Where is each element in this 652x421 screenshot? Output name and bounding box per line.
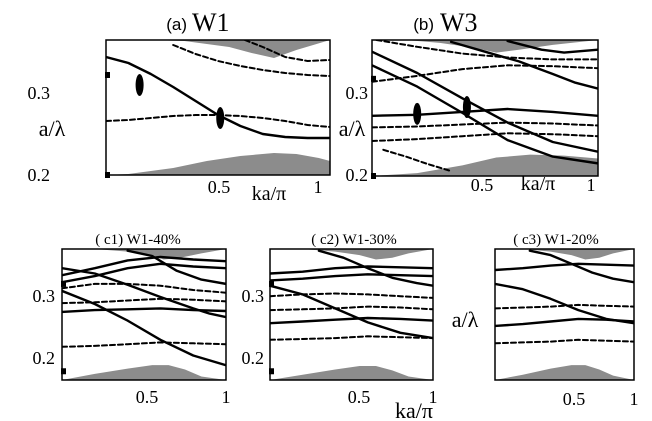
panel-a-xtick: 0.5 — [208, 177, 231, 197]
panel-b-xtick: 1 — [587, 175, 596, 195]
panel-c2-xlabel: ka/π — [395, 398, 433, 421]
plot-panel-0 — [105, 39, 331, 178]
y-tick-mark — [61, 280, 66, 287]
panel-c3-xtick: 1 — [630, 389, 639, 409]
plot-panel-2 — [61, 248, 227, 381]
band-curve-solid — [62, 307, 226, 314]
panel-a-xtick: 1 — [314, 177, 323, 197]
y-tick-mark — [61, 368, 66, 375]
panel-c3-title: ( c3) W1-20% — [513, 232, 599, 248]
band-curve-solid — [270, 284, 433, 340]
plot-frame — [371, 39, 599, 177]
y-tick-mark — [269, 280, 274, 287]
bulk-band-lower — [62, 365, 226, 380]
y-tick-mark — [105, 72, 110, 78]
band-curve-dashed — [372, 132, 598, 142]
panel-b-prefix: (b) — [413, 15, 434, 34]
bulk-band-upper — [62, 249, 226, 260]
band-curve-dashed — [62, 341, 226, 348]
panel-c1-xtick: 1 — [222, 387, 231, 407]
band-curve-solid — [495, 262, 634, 272]
y-tick-mark — [371, 173, 376, 179]
panel-c1-ytick: 0.2 — [33, 348, 56, 368]
panel-a-ytick: 0.2 — [28, 165, 51, 185]
panel-c1-ytick: 0.3 — [33, 286, 56, 306]
band-curve-dashed — [270, 305, 433, 312]
panel-b-ytick: 0.2 — [346, 165, 369, 185]
band-curve-dashed — [382, 148, 453, 173]
bulk-band-upper — [495, 249, 634, 260]
bulk-band-upper — [270, 249, 433, 260]
plot-panel-4 — [494, 248, 635, 381]
plot-frame — [61, 248, 227, 381]
panel-c1-xtick: 0.5 — [136, 387, 159, 407]
panel-c3-xtick: 0.5 — [563, 389, 586, 409]
panel-c2-ytick: 0.3 — [242, 286, 265, 306]
panel-b-ytick: 0.3 — [346, 83, 369, 103]
plot-frame — [105, 39, 331, 176]
plot-frame — [494, 248, 635, 381]
y-tick-mark — [371, 75, 376, 82]
band-curve-dashed — [62, 282, 226, 294]
y-tick-mark — [269, 368, 274, 375]
plot-panel-3 — [269, 248, 434, 381]
band-curve-solid — [528, 249, 634, 284]
panel-c2-xtick: 0.5 — [348, 387, 371, 407]
band-curve-solid — [317, 249, 433, 287]
band-curve-solid — [372, 107, 598, 118]
band-curve-dashed — [375, 40, 598, 61]
band-curve-dashed — [243, 40, 330, 62]
band-curve-solid — [449, 40, 598, 90]
bulk-band-lower — [270, 366, 433, 380]
band-curve-dashed — [495, 303, 634, 310]
bulk-band-upper — [106, 40, 330, 58]
band-marker — [462, 96, 471, 119]
band-marker — [413, 102, 422, 125]
panel-b-title: W3 — [440, 8, 478, 37]
band-curve-solid — [62, 267, 226, 319]
panel-b-xlabel: ka/π — [521, 173, 556, 195]
panel-b-xtick: 0.5 — [471, 175, 494, 195]
band-curve-solid — [270, 265, 433, 275]
band-curve-dashed — [372, 64, 598, 83]
bulk-band-lower — [372, 154, 598, 176]
band-curve-dashed — [270, 292, 433, 299]
band-curve-solid — [495, 282, 634, 325]
band-curve-solid — [270, 316, 433, 325]
band-curve-dashed — [495, 338, 634, 345]
band-curve-solid — [270, 273, 433, 282]
panel-c2-ytick: 0.2 — [242, 348, 265, 368]
bulk-band-lower — [106, 153, 330, 175]
plot-areas — [61, 39, 635, 381]
panel-a-ytick: 0.3 — [28, 83, 51, 103]
panel-a-xlabel: ka/π — [252, 183, 287, 205]
band-marker — [135, 74, 144, 96]
panel-c3-ylabel: a/λ — [452, 307, 479, 332]
panel-a-prefix: (a) — [166, 15, 187, 34]
band-marker — [216, 107, 225, 129]
band-curve-solid — [495, 317, 634, 328]
panel-c2-title: ( c2) W1-30% — [311, 232, 397, 248]
band-curve-solid — [372, 64, 598, 165]
panel-c2-xtick: 1 — [429, 387, 438, 407]
band-curve-solid — [506, 40, 598, 54]
band-curve-dashed — [372, 121, 598, 129]
band-curve-dashed — [172, 44, 330, 77]
panel-a-title: W1 — [192, 8, 230, 37]
band-curve-solid — [62, 255, 226, 277]
panel-c1-title: ( c1) W1-40% — [95, 232, 181, 248]
bulk-band-upper — [372, 40, 598, 53]
bulk-band-lower — [495, 365, 634, 380]
plot-frame — [269, 248, 434, 381]
band-curve-dashed — [270, 335, 433, 341]
panel-b-ylabel: a/λ — [339, 116, 366, 141]
band-curve-dashed — [62, 297, 226, 305]
band-curve-solid — [62, 262, 226, 284]
plot-panel-1 — [371, 39, 599, 179]
panel-a-ylabel: a/λ — [39, 116, 66, 141]
y-tick-mark — [105, 172, 110, 178]
band-curve-solid — [126, 249, 226, 286]
